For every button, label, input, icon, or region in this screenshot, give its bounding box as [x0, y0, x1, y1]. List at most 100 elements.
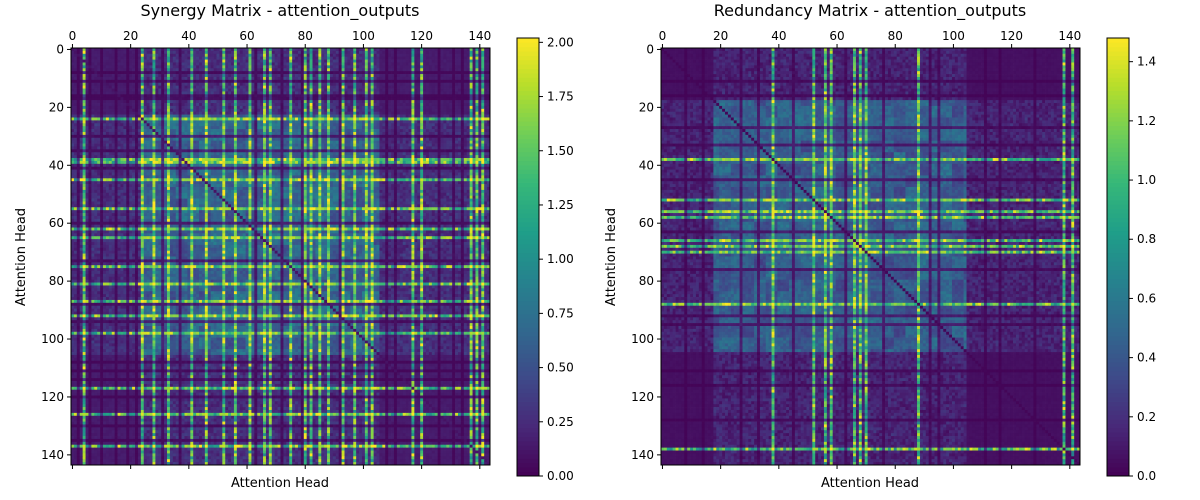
heatmap-cell: [342, 57, 345, 60]
heatmap-cell: [106, 57, 109, 60]
heatmap-cell: [205, 71, 208, 74]
heatmap-cell: [443, 57, 446, 60]
heatmap-cell: [336, 103, 339, 106]
heatmap-cell: [333, 89, 336, 92]
heatmap-cell: [120, 89, 123, 92]
heatmap-cell: [182, 71, 185, 74]
heatmap-cell: [301, 68, 304, 71]
heatmap-cell: [123, 80, 126, 83]
heatmap-cell: [158, 71, 161, 74]
heatmap-cell: [222, 68, 225, 71]
heatmap-cell: [426, 77, 429, 80]
heatmap-cell: [481, 57, 484, 60]
heatmap-cell: [246, 65, 249, 68]
heatmap-cell: [211, 103, 214, 106]
heatmap-cell: [400, 80, 403, 83]
heatmap-cell: [243, 86, 246, 89]
heatmap-cell: [219, 89, 222, 92]
heatmap-cell: [80, 71, 83, 74]
heatmap-cell: [365, 71, 368, 74]
heatmap-cell: [406, 51, 409, 54]
heatmap-cell: [170, 65, 173, 68]
heatmap-cell: [321, 94, 324, 97]
heatmap-cell: [315, 100, 318, 103]
heatmap-cell: [243, 71, 246, 74]
heatmap-cell: [339, 65, 342, 68]
heatmap-cell: [190, 65, 193, 68]
heatmap-cell: [202, 91, 205, 94]
heatmap-cell: [417, 77, 420, 80]
heatmap-cell: [345, 94, 348, 97]
heatmap-cell: [362, 80, 365, 83]
heatmap-cell: [234, 89, 237, 92]
heatmap-cell: [257, 54, 260, 57]
heatmap-cell: [182, 94, 185, 97]
heatmap-cell: [484, 91, 487, 94]
heatmap-cell: [112, 71, 115, 74]
heatmap-cell: [473, 68, 476, 71]
heatmap-cell: [289, 62, 292, 65]
heatmap-cell: [426, 60, 429, 63]
heatmap-cell: [196, 91, 199, 94]
heatmap-cell: [307, 91, 310, 94]
heatmap-cell: [179, 86, 182, 89]
heatmap-cell: [182, 97, 185, 100]
heatmap-cell: [97, 65, 100, 68]
heatmap-cell: [409, 80, 412, 83]
heatmap-cell: [234, 97, 237, 100]
heatmap-cell: [458, 51, 461, 54]
heatmap-cell: [414, 57, 417, 60]
heatmap-cell: [406, 94, 409, 97]
heatmap-cell: [231, 60, 234, 63]
heatmap-cell: [74, 86, 77, 89]
heatmap-cell: [199, 62, 202, 65]
heatmap-cell: [455, 60, 458, 63]
heatmap-cell: [248, 60, 251, 63]
heatmap-cell: [473, 77, 476, 80]
heatmap-cell: [266, 83, 269, 86]
heatmap-cell: [382, 51, 385, 54]
heatmap-cell: [324, 57, 327, 60]
heatmap-cell: [182, 57, 185, 60]
heatmap-cell: [91, 71, 94, 74]
heatmap-cell: [327, 86, 330, 89]
heatmap-cell: [441, 89, 444, 92]
heatmap-cell: [347, 60, 350, 63]
heatmap-cell: [345, 97, 348, 100]
heatmap-cell: [426, 103, 429, 106]
heatmap-cell: [356, 91, 359, 94]
heatmap-cell: [231, 80, 234, 83]
heatmap-cell: [202, 97, 205, 100]
heatmap-cell: [106, 103, 109, 106]
heatmap-cell: [173, 74, 176, 77]
heatmap-cell: [286, 89, 289, 92]
heatmap-cell: [342, 60, 345, 63]
heatmap-cell: [298, 54, 301, 57]
heatmap-cell: [251, 100, 254, 103]
heatmap-cell: [461, 91, 464, 94]
heatmap-cell: [112, 106, 115, 109]
heatmap-cell: [152, 71, 155, 74]
heatmap-cell: [438, 89, 441, 92]
heatmap-cell: [103, 83, 106, 86]
heatmap-cell: [176, 89, 179, 92]
heatmap-cell: [150, 80, 153, 83]
heatmap-cell: [292, 68, 295, 71]
heatmap-cell: [455, 80, 458, 83]
heatmap-cell: [327, 80, 330, 83]
heatmap-cell: [219, 103, 222, 106]
heatmap-cell: [86, 68, 89, 71]
heatmap-cell: [243, 68, 246, 71]
heatmap-cell: [397, 103, 400, 106]
heatmap-cell: [164, 94, 167, 97]
heatmap-cell: [184, 89, 187, 92]
heatmap-cell: [368, 83, 371, 86]
heatmap-cell: [394, 91, 397, 94]
heatmap-cell: [167, 57, 170, 60]
heatmap-cell: [377, 65, 380, 68]
heatmap-cell: [435, 100, 438, 103]
heatmap-cell: [86, 103, 89, 106]
heatmap-cell: [164, 103, 167, 106]
heatmap-cell: [234, 60, 237, 63]
heatmap-cell: [100, 68, 103, 71]
